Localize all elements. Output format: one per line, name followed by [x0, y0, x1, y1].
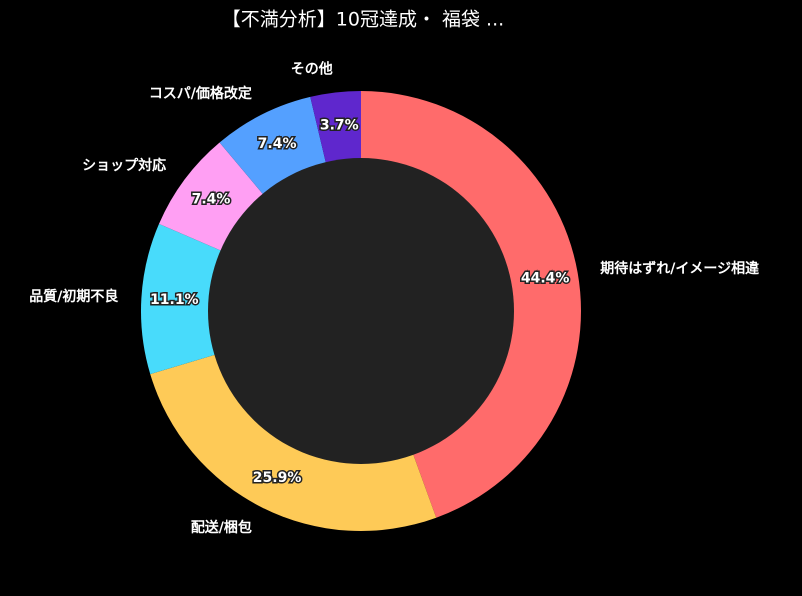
- value-label: 11.1%: [150, 292, 199, 308]
- chart-title: 【不満分析】10冠達成・ 福袋 ...: [222, 9, 504, 31]
- category-label: 配送/梱包: [191, 519, 252, 536]
- value-label: 3.7%: [320, 117, 359, 133]
- value-label: 25.9%: [253, 470, 302, 486]
- value-label: 44.4%: [521, 271, 570, 287]
- value-label: 7.4%: [258, 136, 297, 152]
- donut-hole: [208, 158, 514, 464]
- category-label: コスパ/価格改定: [149, 85, 252, 102]
- category-label: その他: [291, 61, 333, 78]
- category-label: 品質/初期不良: [29, 288, 118, 305]
- value-label: 7.4%: [192, 191, 231, 207]
- category-label: 期待はずれ/イメージ相違: [600, 260, 759, 277]
- category-label: ショップ対応: [82, 157, 166, 174]
